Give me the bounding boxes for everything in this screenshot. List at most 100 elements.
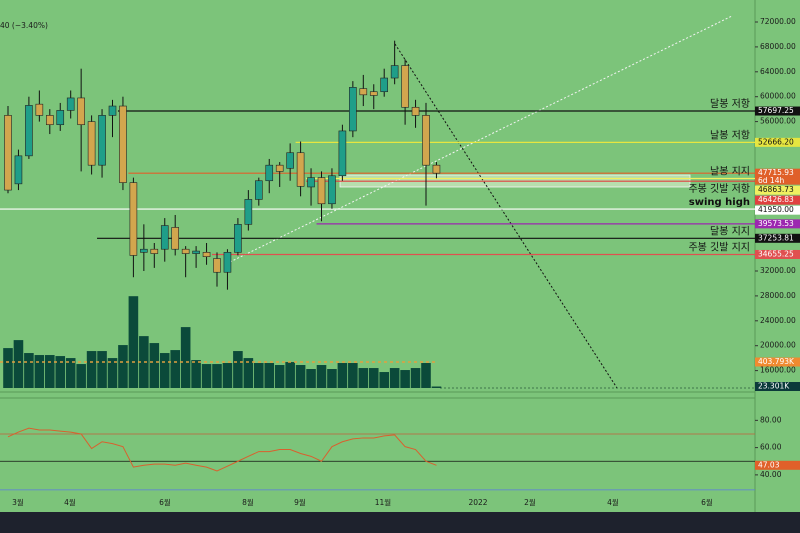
time-axis: 3월 4월 6월 8월 9월 11월 2022 2월 4월 6월 [12,497,713,507]
volume-bar [3,348,13,388]
candle-body [14,155,23,185]
price-tag-label: 46863.73 [758,185,794,194]
trend-line [229,15,733,263]
rsi-tag [755,460,800,470]
candle-body [35,103,44,116]
candle-body [422,115,430,166]
price-tag [755,106,800,116]
volume-bar [316,365,327,388]
price-tag [755,137,800,147]
candle-body [317,177,326,205]
candle-body [140,248,148,253]
volume-bar [107,358,118,388]
x-tick-label: 6월 [159,497,171,507]
candle-body [25,105,33,157]
x-tick-label: 4월 [64,497,76,507]
candle-body [160,225,169,250]
price-tag-label: 57697.25 [758,106,794,115]
volume-bar [55,356,66,388]
price-tag [755,168,800,185]
volume-ma-tag [755,357,800,367]
price-tag [755,219,800,229]
candle-body [108,105,117,116]
y-tick-label: 28000.00 [760,291,796,300]
volume-bar [180,327,191,388]
volume-bar [212,364,222,388]
rsi-tag-label: 47.03 [758,460,780,469]
x-tick-label: 4월 [607,497,619,507]
volume-bar [243,358,254,388]
candle-body [296,152,305,187]
candle-body [234,224,242,253]
volume-bar [264,363,275,388]
volume-tag [755,382,800,391]
level-annotation: 날봉 저항 [710,129,750,141]
volume-ma-label: 403.793K [758,357,795,366]
rsi-tick-label: 40.00 [760,470,782,479]
volume-bar [410,368,421,388]
volume-bar [76,364,86,388]
price-tag-label: 39573.53 [758,219,794,228]
volume-bar [170,350,180,388]
price-tag-countdown: 6d 14h [758,176,784,185]
volume-bar [348,363,358,388]
volume-bar [191,360,201,388]
candle-body [244,199,253,225]
volume-bar [274,365,285,388]
y-tick-label: 16000.00 [760,366,796,375]
level-annotation: 주봉 깃발 저항 [688,183,750,195]
candle-body [119,105,127,183]
x-tick-label: 9월 [294,497,306,507]
candle-body [66,97,75,111]
candle-body [77,97,85,126]
y-tick-label: 56000.00 [760,117,796,126]
volume-bar [421,363,431,388]
volume-bar [65,358,76,388]
volume-bar [400,370,410,388]
volume-bar [254,363,264,388]
candle-body [56,110,65,126]
candle-body [359,88,368,96]
volume-bar [337,363,348,388]
volume-bar [13,340,24,388]
level-annotation: 달봉 저항 [710,98,750,110]
candle-body [202,252,211,257]
price-tag-label: 34655.25 [758,249,794,258]
candle-body [4,115,12,191]
price-tag-label: 47715.93 [758,168,794,177]
candle-body [213,258,221,273]
rsi-tick-label: 80.00 [760,415,782,424]
candle-body [98,115,106,166]
candle-body [150,248,159,254]
price-tag [755,249,800,259]
y-tick-label: 68000.00 [760,42,796,51]
candle-body [45,115,54,126]
price-tag [755,233,800,243]
candle-body [192,250,200,254]
volume-bar [222,363,233,388]
level-annotation: 달봉 지지 [710,225,750,237]
volume-bar [306,369,316,388]
candle-body [129,182,138,256]
price-tag-label: 52666.20 [758,137,794,146]
volume-tag-label: 23.301K [758,382,790,391]
level-annotation: swing high [689,197,750,208]
volume-bar [128,296,139,388]
price-tag-label: 37253.81 [758,233,794,242]
volume-bar [201,364,212,388]
price-tag-label: 46426.83 [758,195,794,204]
bottom-bar [0,512,800,533]
volume-bar [358,368,369,388]
x-tick-label: 2월 [524,497,536,507]
header-text: 40 (−3.40%) [0,21,48,30]
volume-bar [379,372,389,388]
candle-body [255,180,263,200]
volume-bar [431,386,442,388]
candle-body [328,175,336,205]
y-tick-label: 64000.00 [760,67,796,76]
volume-bar [118,345,128,388]
level-annotation: 주봉 깃발 지지 [688,241,750,253]
volume-bar [45,355,55,388]
y-tick-label: 72000.00 [760,17,796,26]
